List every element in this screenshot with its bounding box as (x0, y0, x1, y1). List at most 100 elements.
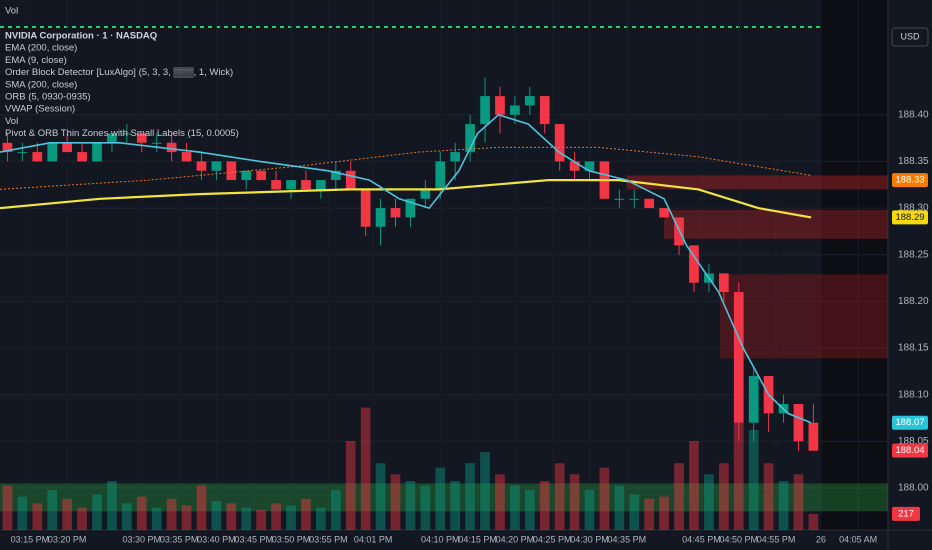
volume-bar (748, 429, 759, 530)
volume-bar (599, 467, 610, 530)
candle-body (450, 152, 461, 162)
candle-body (659, 208, 669, 218)
candle-body (241, 170, 252, 181)
candle-body (47, 142, 58, 162)
x-tick-label: 04:20 PM (496, 534, 535, 544)
candle-body (524, 96, 535, 106)
overlay: Vol USD NVIDIA Corporation · 1 · NASDAQE… (5, 6, 929, 139)
candle-body (166, 142, 177, 153)
candle-body (62, 142, 73, 153)
pane-label: Vol (5, 6, 18, 17)
volume-bar (569, 474, 580, 530)
candle-body (510, 105, 520, 115)
volume-bar (644, 498, 655, 530)
indicator-legend: Order Block Detector [LuxAlgo] (5, 3, 3,… (5, 67, 233, 78)
x-tick-label: 03:35 PM (160, 534, 199, 544)
x-tick-label: 03:50 PM (272, 534, 311, 544)
candle-body (316, 180, 326, 190)
candle-body (465, 124, 475, 153)
x-tick-label: 04:35 PM (608, 534, 647, 544)
y-tick-label: 188.15 (898, 343, 929, 354)
volume-bar (301, 498, 311, 530)
indicator-line (0, 113, 812, 424)
candle-body (569, 161, 580, 171)
x-tick-label: 03:15 PM (11, 534, 50, 544)
indicator-legend: Vol (5, 116, 18, 127)
volume-bar (196, 485, 207, 530)
zone (626, 175, 888, 190)
x-tick-label: 04:30 PM (570, 534, 609, 544)
price-tag (892, 210, 928, 225)
x-tick-label: 04:10 PM (421, 534, 460, 544)
x-tick-label: 04:01 PM (354, 534, 393, 544)
volume-bar (166, 498, 177, 530)
y-tick-label: 188.30 (898, 203, 929, 214)
volume-bar (435, 467, 446, 530)
x-tick-label: 04:55 PM (757, 534, 796, 544)
volume-bar (226, 503, 237, 530)
candle-body (2, 142, 13, 153)
volume-bar (62, 498, 73, 530)
price-tag-label: 188.04 (895, 445, 924, 456)
x-tick-label: 04:50 PM (719, 534, 758, 544)
volume-bar (480, 452, 490, 530)
candle-body (226, 161, 237, 181)
volume-bar (465, 463, 475, 530)
volume-bar (316, 507, 326, 530)
indicator-legend: SMA (200, close) (5, 79, 77, 90)
x-tick-label: 04:05 AM (839, 534, 877, 544)
y-tick-label: 188.05 (898, 436, 929, 447)
volume-bar (241, 507, 252, 530)
y-tick-label: 188.20 (898, 296, 929, 307)
volume-bar (151, 507, 162, 530)
price-tag-label: 188.33 (895, 175, 924, 186)
candle-body (301, 180, 311, 190)
volume-bar (271, 503, 281, 530)
candle-body (554, 124, 565, 162)
candle-body (360, 189, 371, 227)
x-tick-label: 04:15 PM (458, 534, 497, 544)
price-tag (892, 415, 928, 430)
x-tick-label: 03:55 PM (309, 534, 348, 544)
price-tag (892, 443, 928, 458)
volume-bar (405, 481, 416, 530)
candle-body (689, 245, 699, 283)
candle-body (435, 161, 446, 190)
future-area (820, 0, 888, 530)
candle-body (375, 208, 386, 227)
volume-bar (122, 503, 132, 530)
volume-bar (360, 407, 371, 530)
volume-bar (420, 485, 431, 530)
volume-bar (629, 494, 640, 530)
y-tick-label: 188.40 (898, 109, 929, 120)
zone (720, 274, 888, 359)
volume-bar (286, 505, 296, 530)
y-tick-label: 188.10 (898, 389, 929, 400)
volume-bar (375, 463, 386, 530)
indicator-legend: EMA (9, close) (5, 55, 67, 66)
volume-bar (495, 474, 505, 530)
volume-bar (107, 481, 117, 530)
volume-bar (47, 489, 58, 530)
x-tick-label: 03:40 PM (197, 534, 236, 544)
volume-bar (674, 463, 684, 530)
candle-body (808, 422, 819, 451)
volume-bar (554, 463, 565, 530)
volume-bar (718, 463, 729, 530)
candle-body (405, 198, 416, 218)
indicator-legend: Pivot & ORB Thin Zones with Small Labels… (5, 128, 239, 139)
candle-body (107, 133, 117, 143)
candle-body (345, 170, 356, 190)
x-tick-label: 26 (816, 534, 826, 544)
price-tag-label: 188.29 (895, 212, 924, 223)
volume-bar (778, 481, 789, 530)
volume-bar (17, 496, 28, 530)
volume-bar (92, 494, 102, 530)
volume-bar (450, 481, 461, 530)
candle-body (644, 198, 655, 209)
candle-body (330, 170, 341, 181)
currency-box[interactable] (891, 27, 929, 47)
